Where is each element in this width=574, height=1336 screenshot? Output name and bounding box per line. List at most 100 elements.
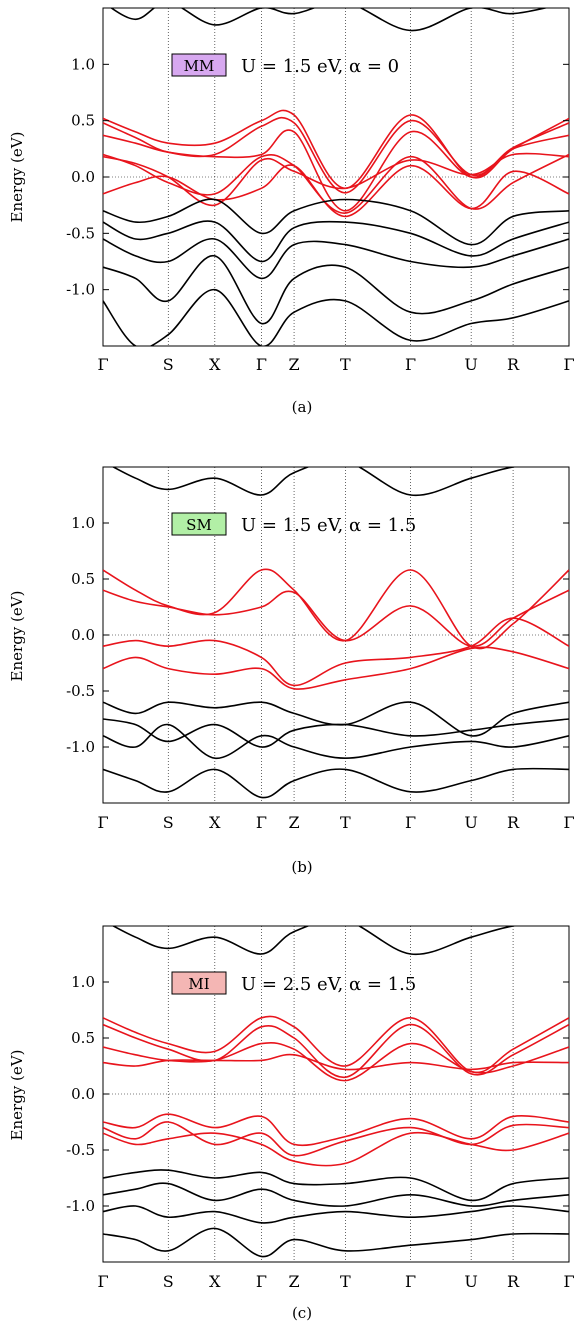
- y-tick-label: 0.0: [71, 168, 95, 186]
- red-band-line-0: [103, 1015, 569, 1074]
- x-tick-label: Γ: [97, 1272, 108, 1291]
- x-tick-label: U: [464, 813, 477, 832]
- x-tick-label: Γ: [405, 1272, 416, 1291]
- panel-caption: (a): [292, 398, 313, 416]
- black-band-line-7: [103, 1169, 569, 1202]
- y-tick-label: 0.5: [71, 1029, 95, 1047]
- state-label: SM: [186, 516, 212, 534]
- x-tick-label: Γ: [97, 355, 108, 374]
- black-band-line-7: [103, 220, 569, 263]
- x-tick-label: X: [209, 355, 221, 374]
- y-tick-label: 0.0: [71, 1085, 95, 1103]
- x-tick-label: Γ: [256, 813, 267, 832]
- x-tick-label: T: [340, 1272, 351, 1291]
- y-tick-label: 0.0: [71, 626, 95, 644]
- y-tick-label: 0.5: [71, 570, 95, 588]
- y-axis-label: Energy (eV): [8, 591, 26, 682]
- state-label-box: [171, 971, 227, 995]
- red-band-line-1: [103, 1023, 569, 1079]
- panel-c: 1.0 0.5 0.0 -0.5 -1.0 Γ S X Γ Z T Γ U R Γ Energy (eV)…: [8, 925, 574, 1322]
- black-band-line-8: [111, 467, 519, 497]
- x-tick-label: T: [340, 813, 351, 832]
- x-tick-label: Γ: [256, 1272, 267, 1291]
- bands: [103, 467, 569, 799]
- y-tick-label: -0.5: [66, 224, 95, 242]
- red-band-line-2: [103, 129, 569, 212]
- y-tick-label: -1.0: [66, 738, 95, 756]
- x-tick-label: S: [163, 1272, 174, 1291]
- y-tick-label: 1.0: [71, 973, 95, 991]
- y-axis: 1.0 0.5 0.0 -0.5 -1.0: [66, 55, 569, 299]
- parameter-annotation: U = 2.5 eV, α = 1.5: [241, 974, 416, 995]
- state-label-box: [171, 512, 227, 536]
- x-tick-label: Γ: [563, 355, 574, 374]
- y-tick-label: -0.5: [66, 1141, 95, 1159]
- red-band-line-5: [103, 164, 569, 218]
- y-tick-label: -0.5: [66, 682, 95, 700]
- red-band-line-5: [103, 1121, 569, 1157]
- x-tick-label: Z: [288, 813, 299, 832]
- red-band-line-3: [103, 646, 569, 690]
- black-band-line-5: [103, 718, 569, 748]
- black-band-line-10: [103, 1227, 569, 1258]
- black-band-line-6: [103, 723, 569, 760]
- black-band-line-9: [103, 1205, 569, 1224]
- red-band-line-1: [103, 589, 569, 648]
- panel-a: 1.0 0.5 0.0 -0.5 -1.0 Γ S X Γ Z T Γ U R Γ Energy (eV)…: [8, 7, 574, 416]
- red-band-line-2: [103, 1042, 569, 1082]
- y-axis-label: Energy (eV): [8, 1050, 26, 1141]
- red-band-line-2: [103, 617, 569, 687]
- x-tick-label: Γ: [405, 355, 416, 374]
- x-tick-label: S: [163, 813, 174, 832]
- y-tick-label: 1.0: [71, 55, 95, 73]
- x-tick-label: U: [464, 355, 477, 374]
- black-band-line-8: [103, 238, 569, 280]
- x-tick-label: Γ: [563, 1272, 574, 1291]
- state-label: MI: [188, 975, 209, 993]
- red-band-line-4: [103, 152, 569, 207]
- x-tick-label: R: [507, 1272, 520, 1291]
- red-band-line-6: [103, 1131, 569, 1167]
- y-tick-label: -1.0: [66, 1197, 95, 1215]
- x-tick-label: X: [209, 1272, 221, 1291]
- state-label: MM: [184, 57, 215, 75]
- x-tick-label: Γ: [97, 813, 108, 832]
- x-tick-label: U: [464, 1272, 477, 1291]
- x-tick-label: Z: [288, 1272, 299, 1291]
- parameter-annotation: U = 1.5 eV, α = 0: [241, 56, 399, 77]
- y-axis-label: Energy (eV): [8, 132, 26, 223]
- y-tick-label: -1.0: [66, 281, 95, 299]
- panel-caption: (c): [292, 1304, 312, 1322]
- y-axis: 1.0 0.5 0.0 -0.5 -1.0: [66, 514, 569, 756]
- red-band-line-3: [103, 1053, 569, 1071]
- y-axis: 1.0 0.5 0.0 -0.5 -1.0: [66, 973, 569, 1215]
- black-band-line-10: [103, 288, 569, 346]
- x-tick-label: S: [163, 355, 174, 374]
- red-band-line-0: [103, 109, 569, 190]
- parameter-annotation: U = 1.5 eV, α = 1.5: [241, 515, 416, 536]
- x-tick-label: R: [507, 813, 520, 832]
- red-band-line-4: [103, 1113, 569, 1147]
- x-tick-label: R: [507, 355, 520, 374]
- red-band-line-0: [103, 568, 569, 650]
- y-tick-label: 1.0: [71, 514, 95, 532]
- black-band-line-11: [109, 8, 549, 32]
- bands: [103, 8, 569, 346]
- x-tick-label: Γ: [256, 355, 267, 374]
- black-band-line-6: [103, 198, 569, 246]
- state-label-box: [171, 53, 227, 77]
- y-tick-label: 0.5: [71, 112, 95, 130]
- x-tick-label: Γ: [405, 813, 416, 832]
- black-band-line-11: [111, 926, 519, 956]
- bands: [103, 926, 569, 1258]
- panel-caption: (b): [291, 858, 312, 876]
- x-tick-label: T: [340, 355, 351, 374]
- panel-b: 1.0 0.5 0.0 -0.5 -1.0 Γ S X Γ Z T Γ U R Γ Energy (eV)…: [8, 466, 574, 876]
- black-band-line-8: [103, 1182, 569, 1207]
- black-band-line-4: [103, 701, 569, 737]
- x-tick-label: Γ: [563, 813, 574, 832]
